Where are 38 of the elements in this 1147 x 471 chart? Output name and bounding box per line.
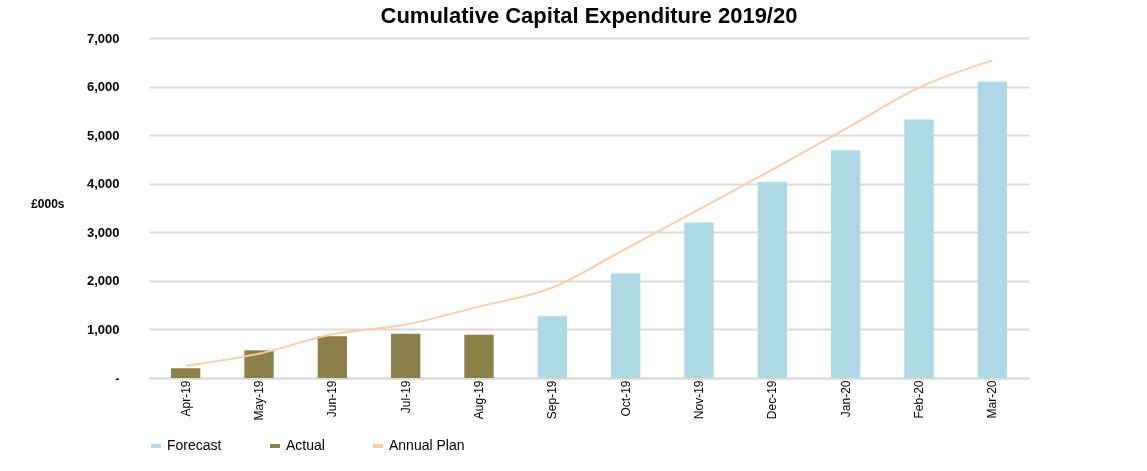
x-tick-label: Mar-20 <box>985 380 1000 419</box>
x-tick-label: Sep-19 <box>545 380 560 420</box>
legend-label: Forecast <box>167 437 222 453</box>
bar <box>171 368 201 378</box>
bar <box>611 273 641 378</box>
legend-label: Annual Plan <box>389 437 465 453</box>
y-tick-label: 3,000 <box>86 224 120 240</box>
y-tick-label: - <box>115 370 120 386</box>
y-tick-label: 7,000 <box>86 30 120 46</box>
y-tick-label: 5,000 <box>86 127 120 143</box>
bar <box>684 222 714 378</box>
y-tick-label: 6,000 <box>86 79 120 95</box>
y-tick-label: 4,000 <box>86 176 120 192</box>
line-series <box>184 59 994 367</box>
x-tick-label: Jan-20 <box>838 380 853 418</box>
x-tick-label: May-19 <box>252 380 266 421</box>
x-tick-label: Apr-19 <box>178 380 193 417</box>
bar <box>904 119 934 378</box>
y-tick-label: 2,000 <box>86 273 120 289</box>
x-tick-label: Feb-20 <box>912 380 926 419</box>
y-tick-label: 1,000 <box>86 321 120 337</box>
x-tick-label: Jul-19 <box>398 380 413 414</box>
x-tick-label: Nov-19 <box>692 380 706 420</box>
x-tick-label: Oct-19 <box>618 380 633 417</box>
bar <box>317 336 347 378</box>
bar <box>464 334 494 378</box>
x-tick-label: Aug-19 <box>472 380 486 420</box>
y-axis-title: £000s <box>31 196 65 211</box>
legend-label: Actual <box>286 437 325 453</box>
bar <box>831 150 861 378</box>
x-tick-label: Dec-19 <box>765 380 780 420</box>
chart-title: Cumulative Capital Expenditure 2019/20 <box>380 3 798 28</box>
x-tick-label: Jun-19 <box>325 380 340 418</box>
bar <box>977 81 1007 378</box>
bar <box>391 333 421 378</box>
bar <box>244 350 274 378</box>
bar <box>757 181 787 378</box>
bar <box>537 316 567 378</box>
